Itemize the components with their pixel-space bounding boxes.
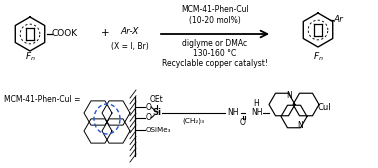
Text: MCM-41-Phen-CuI =: MCM-41-Phen-CuI = — [4, 94, 81, 103]
Text: COOK: COOK — [52, 29, 78, 37]
Text: Ar-X: Ar-X — [121, 28, 139, 36]
Text: OSiMe₃: OSiMe₃ — [146, 127, 172, 133]
Text: N: N — [286, 91, 292, 100]
Text: Si: Si — [152, 108, 161, 117]
Text: H: H — [253, 99, 259, 108]
Text: MCM-41-Phen-CuI: MCM-41-Phen-CuI — [181, 6, 249, 14]
Text: N: N — [297, 121, 303, 130]
Text: OEt: OEt — [150, 95, 164, 104]
Text: $F_n$: $F_n$ — [313, 51, 324, 63]
Text: +: + — [101, 28, 109, 38]
Text: CuI: CuI — [318, 103, 332, 112]
Text: (CH₂)₃: (CH₂)₃ — [183, 117, 204, 124]
Text: 130-160 °C: 130-160 °C — [194, 50, 237, 58]
Text: NH: NH — [227, 108, 239, 117]
Text: Ar: Ar — [333, 15, 343, 25]
Text: O: O — [146, 114, 152, 122]
Text: Recyclable copper catalyst!: Recyclable copper catalyst! — [162, 59, 268, 69]
Text: O: O — [146, 102, 152, 112]
Text: O: O — [240, 118, 246, 127]
Text: $F_n$: $F_n$ — [25, 51, 36, 63]
Text: NH: NH — [251, 108, 262, 117]
Text: (10-20 mol%): (10-20 mol%) — [189, 16, 241, 26]
Text: (X = I, Br): (X = I, Br) — [111, 41, 149, 51]
Text: diglyme or DMAc: diglyme or DMAc — [183, 39, 248, 49]
